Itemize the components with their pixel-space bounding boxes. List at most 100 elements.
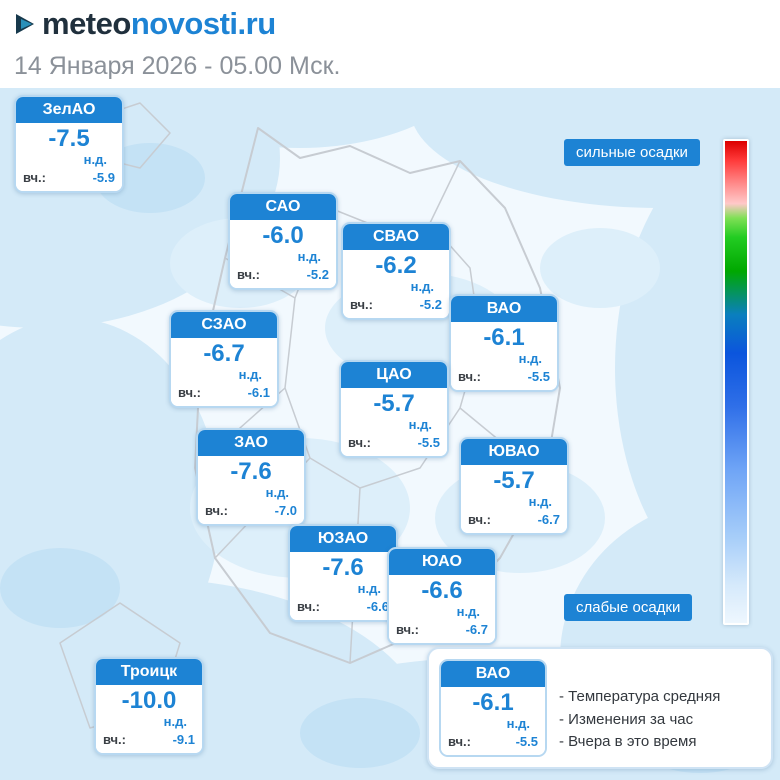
district-card-vao: ВАО -6.1 н.д. вч.: -5.5 — [449, 294, 559, 392]
district-yesterday-row: вч.: -9.1 — [103, 732, 195, 747]
yesterday-label: вч.: — [350, 296, 373, 312]
yesterday-value: -6.7 — [537, 511, 560, 527]
district-hour-change: н.д. — [456, 604, 480, 620]
yesterday-value: -5.5 — [527, 368, 550, 384]
logo-part-novosti: novosti.ru — [130, 6, 276, 41]
district-hour-change: н.д. — [83, 152, 107, 168]
district-yesterday-row: вч.: -5.9 — [23, 170, 115, 185]
legend-example-card: ВАО -6.1 н.д. вч.: -5.5 — [439, 659, 547, 757]
district-hour-change: н.д. — [297, 249, 321, 265]
district-temp: -6.2 — [375, 252, 417, 279]
district-yesterday-row: вч.: -6.7 — [468, 512, 560, 527]
district-name: САО — [230, 194, 336, 220]
date-time-label: 14 Января 2026 - 05.00 Мск. — [14, 52, 341, 80]
site-logo[interactable]: meteonovosti.ru — [14, 8, 276, 39]
district-card-sao: САО -6.0 н.д. вч.: -5.2 — [228, 192, 338, 290]
district-yesterday-row: вч.: -5.5 — [348, 435, 440, 450]
yesterday-value: -5.2 — [306, 266, 329, 282]
yesterday-label: вч.: — [297, 598, 320, 614]
district-hour-change: н.д. — [408, 417, 432, 433]
district-hour-change: н.д. — [528, 494, 552, 510]
district-hour-change: н.д. — [265, 485, 289, 501]
yesterday-label: вч.: — [23, 169, 46, 185]
yesterday-value: -6.7 — [465, 621, 488, 637]
legend-example-hour-change: н.д. — [506, 716, 530, 732]
district-name: Троицк — [96, 659, 202, 685]
yesterday-label: вч.: — [178, 384, 201, 400]
district-card-yuvao: ЮВАО -5.7 н.д. вч.: -6.7 — [459, 437, 569, 535]
district-hour-change: н.д. — [410, 279, 434, 295]
district-hour-change: н.д. — [163, 714, 187, 730]
yesterday-label: вч.: — [468, 511, 491, 527]
legend-example-temp: -6.1 — [472, 689, 514, 716]
district-name: СЗАО — [171, 312, 277, 338]
district-temp: -7.6 — [322, 554, 364, 581]
legend-line-temperature: - Температура средняя — [559, 688, 721, 705]
yesterday-value: -5.9 — [92, 169, 115, 185]
district-yesterday-row: вч.: -6.1 — [178, 385, 270, 400]
district-card-yuao: ЮАО -6.6 н.д. вч.: -6.7 — [387, 547, 497, 645]
logo-text: meteonovosti.ru — [42, 8, 276, 39]
logo-icon — [14, 11, 38, 37]
district-temp: -7.5 — [48, 125, 90, 152]
district-name: ВАО — [451, 296, 557, 322]
district-yesterday-row: вч.: -5.2 — [237, 267, 329, 282]
district-card-svao: СВАО -6.2 н.д. вч.: -5.2 — [341, 222, 451, 320]
district-yesterday-row: вч.: -7.0 — [205, 503, 297, 518]
strong-precipitation-label: сильные осадки — [564, 139, 700, 166]
district-card-szao: СЗАО -6.7 н.д. вч.: -6.1 — [169, 310, 279, 408]
district-name: ЦАО — [341, 362, 447, 388]
district-temp: -6.6 — [421, 577, 463, 604]
yesterday-value: -5.2 — [419, 296, 442, 312]
site-header: meteonovosti.ru 14 Января 2026 - 05.00 М… — [0, 0, 780, 88]
precipitation-intensity-scale — [723, 139, 749, 625]
district-yesterday-row: вч.: -5.2 — [350, 297, 442, 312]
district-name: ЮЗАО — [290, 526, 396, 552]
yesterday-label: вч.: — [237, 266, 260, 282]
district-card-yuzao: ЮЗАО -7.6 н.д. вч.: -6.6 — [288, 524, 398, 622]
legend-example-yesterday-row: вч.: -5.5 — [448, 734, 538, 749]
district-temp: -10.0 — [121, 687, 177, 714]
legend-line-yesterday: - Вчера в это время — [559, 733, 697, 750]
district-card-zelao: ЗелАО -7.5 н.д. вч.: -5.9 — [14, 95, 124, 193]
legend-card: ВАО -6.1 н.д. вч.: -5.5 - Температура ср… — [427, 647, 773, 769]
yesterday-value: -7.0 — [274, 502, 297, 518]
district-hour-change: н.д. — [238, 367, 262, 383]
weak-precipitation-label: слабые осадки — [564, 594, 693, 621]
district-temp: -6.0 — [262, 222, 304, 249]
district-hour-change: н.д. — [357, 581, 381, 597]
district-yesterday-row: вч.: -6.7 — [396, 622, 488, 637]
district-hour-change: н.д. — [518, 351, 542, 367]
yesterday-label: вч.: — [458, 368, 481, 384]
yesterday-value: -6.6 — [366, 598, 389, 614]
district-temp: -6.7 — [203, 340, 245, 367]
district-card-troitsk: Троицк -10.0 н.д. вч.: -9.1 — [94, 657, 204, 755]
yesterday-value: -5.5 — [417, 434, 440, 450]
district-name: ЗелАО — [16, 97, 122, 123]
yesterday-value: -9.1 — [172, 731, 195, 747]
yesterday-label: вч.: — [448, 733, 471, 749]
logo-part-meteo: meteo — [42, 6, 131, 41]
district-temp: -5.7 — [493, 467, 535, 494]
district-name: ЮВАО — [461, 439, 567, 465]
district-name: ЮАО — [389, 549, 495, 575]
district-card-zao: ЗАО -7.6 н.д. вч.: -7.0 — [196, 428, 306, 526]
district-temp: -7.6 — [230, 458, 272, 485]
yesterday-label: вч.: — [205, 502, 228, 518]
district-temp: -5.7 — [373, 390, 415, 417]
yesterday-label: вч.: — [348, 434, 371, 450]
legend-descriptions: - Температура средняя - Изменения за час… — [559, 666, 720, 750]
district-temp: -6.1 — [483, 324, 525, 351]
yesterday-label: вч.: — [103, 731, 126, 747]
district-name: СВАО — [343, 224, 449, 250]
district-name: ЗАО — [198, 430, 304, 456]
district-yesterday-row: вч.: -5.5 — [458, 369, 550, 384]
district-yesterday-row: вч.: -6.6 — [297, 599, 389, 614]
yesterday-label: вч.: — [396, 621, 419, 637]
district-card-cao: ЦАО -5.7 н.д. вч.: -5.5 — [339, 360, 449, 458]
legend-line-hour-change: - Изменения за час — [559, 710, 694, 728]
legend-example-name: ВАО — [441, 661, 545, 687]
yesterday-value: -5.5 — [515, 733, 538, 749]
yesterday-value: -6.1 — [247, 384, 270, 400]
